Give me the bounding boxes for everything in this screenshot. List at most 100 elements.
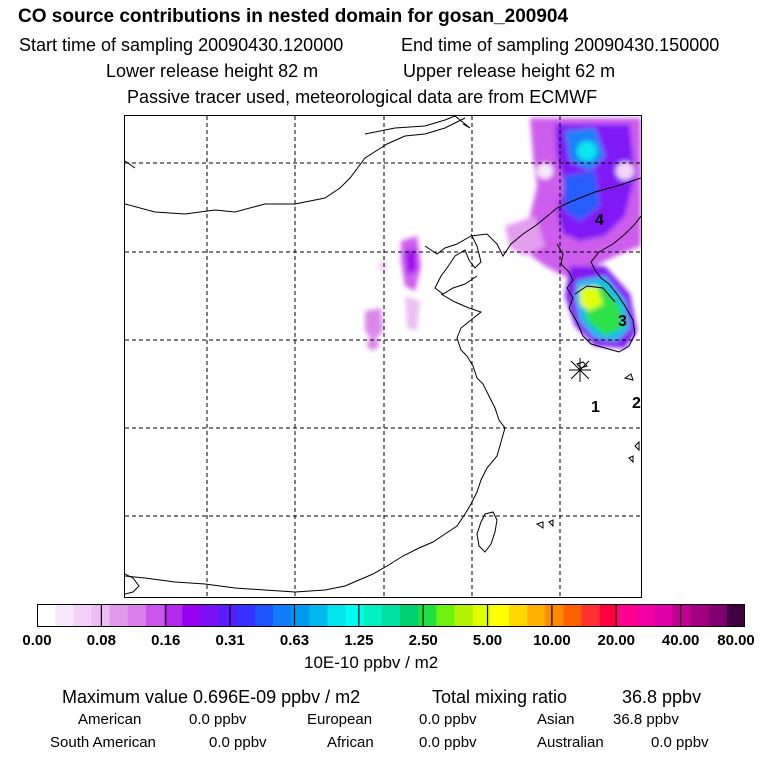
colorbar-segment [654, 604, 673, 627]
plume-korea-yellow [580, 286, 603, 311]
colorbar-segment [327, 604, 347, 627]
plume-northeast-cyan [577, 141, 597, 161]
coast-bohai [424, 177, 641, 257]
plume-northeast-core-2 [563, 171, 600, 221]
colorbar-segment [381, 604, 401, 627]
colorbar-segment [145, 604, 165, 627]
colorbar-segment [345, 604, 365, 627]
colorbar [37, 604, 745, 627]
colorbar-segment [472, 604, 492, 627]
colorbar-segment [617, 604, 637, 627]
plume-white-hole-1 [537, 163, 553, 179]
australian-label: Australian [537, 734, 604, 751]
colorbar-segment [636, 604, 655, 627]
asian-value: 36.8 ppbv [613, 711, 679, 728]
colorbar-segment [527, 604, 546, 627]
colorbar-segment [418, 604, 437, 627]
site-label-2: 2 [632, 395, 641, 412]
american-value: 0.0 ppbv [189, 711, 247, 728]
end-time-label: End time of sampling 20090430.150000 [401, 35, 720, 55]
border-frame-1 [125, 160, 136, 169]
colorbar-segment [109, 604, 129, 627]
colorbar-segment [599, 604, 619, 627]
colorbar-segment [708, 604, 728, 627]
colorbar-segment [309, 604, 328, 627]
colorbar-segment [726, 604, 745, 627]
south-american-value: 0.0 ppbv [209, 734, 267, 751]
australian-value: 0.0 ppbv [651, 734, 709, 751]
south-american-label: South American [50, 734, 156, 751]
coastlines [125, 116, 641, 595]
colorbar-segment [490, 604, 510, 627]
colorbar-segment [363, 604, 383, 627]
plume-inland-mid [405, 296, 420, 331]
ryukyu-2 [628, 455, 634, 464]
border-top [364, 116, 456, 135]
receptor-asterisk [569, 358, 591, 382]
asian-label: Asian [537, 711, 575, 728]
hainan-2 [548, 519, 554, 528]
korea-coast-west [556, 243, 592, 345]
colorbar-segment [37, 604, 56, 627]
site-label-4: 4 [595, 212, 604, 229]
korea-coast-inner [574, 285, 616, 303]
colorbar-tick-label: 0.63 [279, 632, 310, 649]
colorbar-tick-label: 80.00 [717, 632, 755, 649]
total-mixing-value: 36.8 ppbv [622, 687, 702, 707]
concentration-field [365, 118, 641, 350]
colorbar-segment [509, 604, 528, 627]
plume-inland-dot [367, 338, 379, 350]
colorbar-segment [55, 604, 74, 627]
colorbar-segment [218, 604, 238, 627]
colorbar-tick-label: 10.00 [533, 632, 571, 649]
colorbar-tick-label: 20.00 [597, 632, 636, 649]
european-value: 0.0 ppbv [419, 711, 477, 728]
site-label-3: 3 [618, 313, 627, 330]
hainan-1 [535, 521, 544, 529]
site-label-1: 1 [591, 399, 600, 416]
max-value-label: Maximum value 0.696E-09 ppbv / m2 [62, 687, 361, 707]
upper-release-label: Upper release height 62 m [403, 61, 616, 81]
colorbar-segment [127, 604, 147, 627]
colorbar-segment [400, 604, 419, 627]
african-value: 0.0 ppbv [419, 734, 477, 751]
map-panel: 1 2 3 4 [124, 115, 642, 598]
colorbar-segment [690, 604, 710, 627]
total-mixing-label: Total mixing ratio [432, 687, 568, 707]
korea-coast-east [590, 215, 641, 353]
plume-white-hole-2 [616, 162, 634, 180]
colorbar-segment [254, 604, 274, 627]
map-svg: 1 2 3 4 [125, 116, 641, 597]
colorbar-tick-label: 0.00 [22, 632, 52, 649]
african-label: African [327, 734, 374, 751]
taiwan [476, 511, 498, 553]
plume-inland-south [365, 308, 383, 341]
colorbar-segment [182, 604, 201, 627]
ryukyu-3 [634, 440, 640, 452]
coast-liaodong [434, 233, 482, 295]
colorbar-segment [273, 604, 292, 627]
sw-coast [125, 573, 140, 595]
colorbar-segment [436, 604, 456, 627]
chart-title: CO source contributions in nested domain… [18, 6, 569, 27]
colorbar-segment [581, 604, 601, 627]
colorbar-tick-label: 5.00 [472, 632, 503, 649]
plume-inland-core [405, 249, 417, 274]
border-north [125, 117, 466, 215]
ryukyu-1 [623, 373, 634, 381]
american-label: American [78, 711, 142, 728]
tracer-note: Passive tracer used, meteorological data… [127, 87, 598, 107]
grid [125, 116, 641, 597]
colorbar-frame [37, 604, 745, 627]
colorbar-segment [545, 604, 564, 627]
colorbar-segment [672, 604, 692, 627]
colorbar-segment [454, 604, 474, 627]
colorbar-units: 10E-10 ppbv / m2 [304, 653, 439, 672]
colorbar-tick-label: 2.50 [408, 632, 438, 649]
colorbar-tick-label: 0.08 [86, 632, 116, 649]
border-frame-2 [454, 116, 471, 129]
lower-release-label: Lower release height 82 m [106, 61, 319, 81]
colorbar-tick-label: 0.16 [151, 632, 181, 649]
start-time-label: Start time of sampling 20090430.120000 [19, 35, 344, 55]
colorbar-segment [236, 604, 256, 627]
